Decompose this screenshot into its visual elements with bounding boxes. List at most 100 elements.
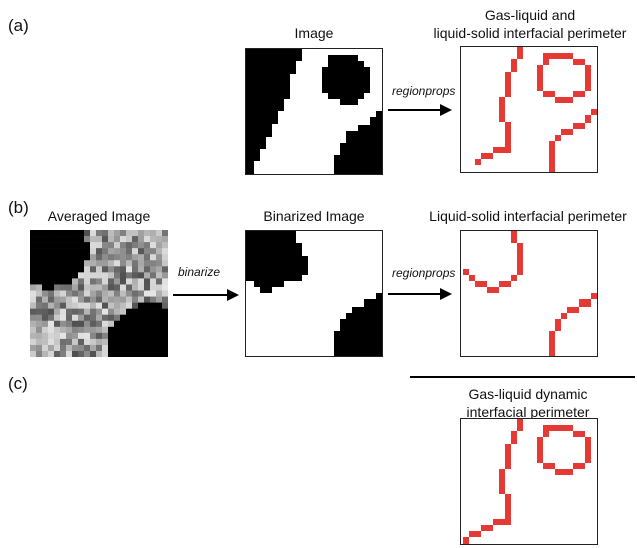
averaged-pixel bbox=[42, 326, 49, 334]
averaged-pixel bbox=[126, 308, 133, 315]
averaged-pixel bbox=[72, 242, 79, 249]
averaged-pixel bbox=[126, 320, 133, 328]
averaged-pixel bbox=[138, 302, 145, 309]
averaged-pixel bbox=[102, 254, 109, 261]
averaged-pixel bbox=[144, 320, 151, 328]
averaged-pixel bbox=[90, 272, 97, 279]
averaged-pixel bbox=[162, 320, 168, 328]
averaged-pixel bbox=[114, 351, 121, 357]
averaged-pixel bbox=[54, 242, 61, 249]
averaged-pixel bbox=[156, 332, 163, 340]
averaged-pixel bbox=[132, 278, 139, 285]
averaged-pixel bbox=[60, 314, 67, 322]
averaged-pixel bbox=[120, 332, 127, 340]
averaged-pixel bbox=[108, 308, 115, 315]
averaged-pixel bbox=[114, 314, 121, 322]
averaged-pixel bbox=[48, 236, 55, 243]
averaged-pixel bbox=[72, 351, 79, 357]
averaged-pixel bbox=[162, 242, 168, 249]
averaged-pixel bbox=[144, 230, 151, 237]
averaged-pixel bbox=[90, 302, 97, 309]
averaged-pixel bbox=[102, 290, 109, 297]
averaged-pixel bbox=[60, 242, 67, 249]
averaged-pixel bbox=[156, 284, 163, 291]
averaged-pixel bbox=[132, 320, 139, 328]
averaged-pixel bbox=[72, 248, 79, 255]
averaged-pixel bbox=[102, 248, 109, 255]
averaged-pixel bbox=[66, 344, 73, 352]
averaged-pixel bbox=[120, 302, 127, 309]
panel-a-label: (a) bbox=[8, 16, 29, 35]
averaged-pixel bbox=[102, 326, 109, 334]
averaged-pixel bbox=[48, 260, 55, 267]
averaged-pixel bbox=[150, 230, 157, 237]
averaged-pixel bbox=[84, 314, 91, 322]
result-title-c-line2: interfacial perimeter bbox=[466, 404, 590, 420]
averaged-pixel bbox=[42, 296, 49, 303]
averaged-pixel bbox=[54, 272, 61, 279]
averaged-pixel bbox=[90, 320, 97, 328]
averaged-pixel bbox=[138, 230, 145, 237]
averaged-pixel bbox=[42, 248, 49, 255]
averaged-pixel bbox=[78, 308, 85, 315]
averaged-pixel bbox=[126, 260, 133, 267]
averaged-pixel bbox=[66, 236, 73, 243]
averaged-pixel bbox=[144, 302, 151, 309]
averaged-pixel bbox=[36, 242, 43, 249]
averaged-pixel bbox=[66, 302, 73, 309]
averaged-pixel bbox=[72, 266, 79, 273]
averaged-pixel bbox=[102, 230, 109, 237]
averaged-pixel bbox=[42, 314, 49, 322]
perimeter-c-left bbox=[463, 419, 523, 544]
averaged-pixel bbox=[96, 248, 103, 255]
averaged-pixel bbox=[60, 254, 67, 261]
averaged-pixel bbox=[84, 302, 91, 309]
averaged-pixel bbox=[30, 290, 37, 297]
averaged-pixel bbox=[30, 296, 37, 303]
averaged-pixel bbox=[96, 230, 103, 237]
averaged-pixel bbox=[108, 272, 115, 279]
averaged-pixel bbox=[150, 308, 157, 315]
perimeter-c bbox=[460, 418, 598, 545]
averaged-pixel bbox=[48, 272, 55, 279]
averaged-pixel bbox=[114, 338, 121, 346]
averaged-pixel bbox=[60, 320, 67, 328]
averaged-pixel bbox=[108, 236, 115, 243]
averaged-pixel bbox=[54, 248, 61, 255]
averaged-pixel bbox=[90, 296, 97, 303]
averaged-pixel bbox=[156, 302, 163, 309]
averaged-pixel bbox=[144, 326, 151, 334]
averaged-pixel bbox=[150, 332, 157, 340]
averaged-pixel bbox=[78, 284, 85, 291]
averaged-pixel bbox=[156, 338, 163, 346]
averaged-pixel bbox=[120, 296, 127, 303]
averaged-pixel bbox=[156, 278, 163, 285]
averaged-pixel bbox=[78, 338, 85, 346]
averaged-pixel bbox=[90, 308, 97, 315]
averaged-pixel bbox=[156, 296, 163, 303]
averaged-pixel bbox=[108, 290, 115, 297]
binarize-label: binarize bbox=[178, 265, 221, 279]
averaged-pixel bbox=[90, 260, 97, 267]
averaged-pixel bbox=[72, 284, 79, 291]
averaged-pixel bbox=[72, 326, 79, 334]
averaged-pixel bbox=[90, 266, 97, 273]
averaged-pixel bbox=[102, 308, 109, 315]
averaged-pixel bbox=[108, 326, 115, 334]
averaged-pixel bbox=[78, 326, 85, 334]
averaged-pixel bbox=[42, 338, 49, 346]
averaged-pixel bbox=[30, 338, 37, 346]
averaged-pixel bbox=[54, 230, 61, 237]
averaged-pixel bbox=[30, 230, 37, 237]
averaged-pixel bbox=[84, 338, 91, 346]
averaged-pixel bbox=[60, 272, 67, 279]
result-title-a-line1: Gas-liquid and bbox=[484, 7, 576, 23]
averaged-pixel bbox=[90, 290, 97, 297]
averaged-pixel bbox=[60, 278, 67, 285]
averaged-pixel bbox=[132, 230, 139, 237]
averaged-pixel bbox=[114, 296, 121, 303]
averaged-pixel bbox=[54, 332, 61, 340]
averaged-pixel bbox=[48, 320, 55, 328]
averaged-pixel bbox=[138, 254, 145, 261]
averaged-pixel bbox=[30, 278, 37, 285]
